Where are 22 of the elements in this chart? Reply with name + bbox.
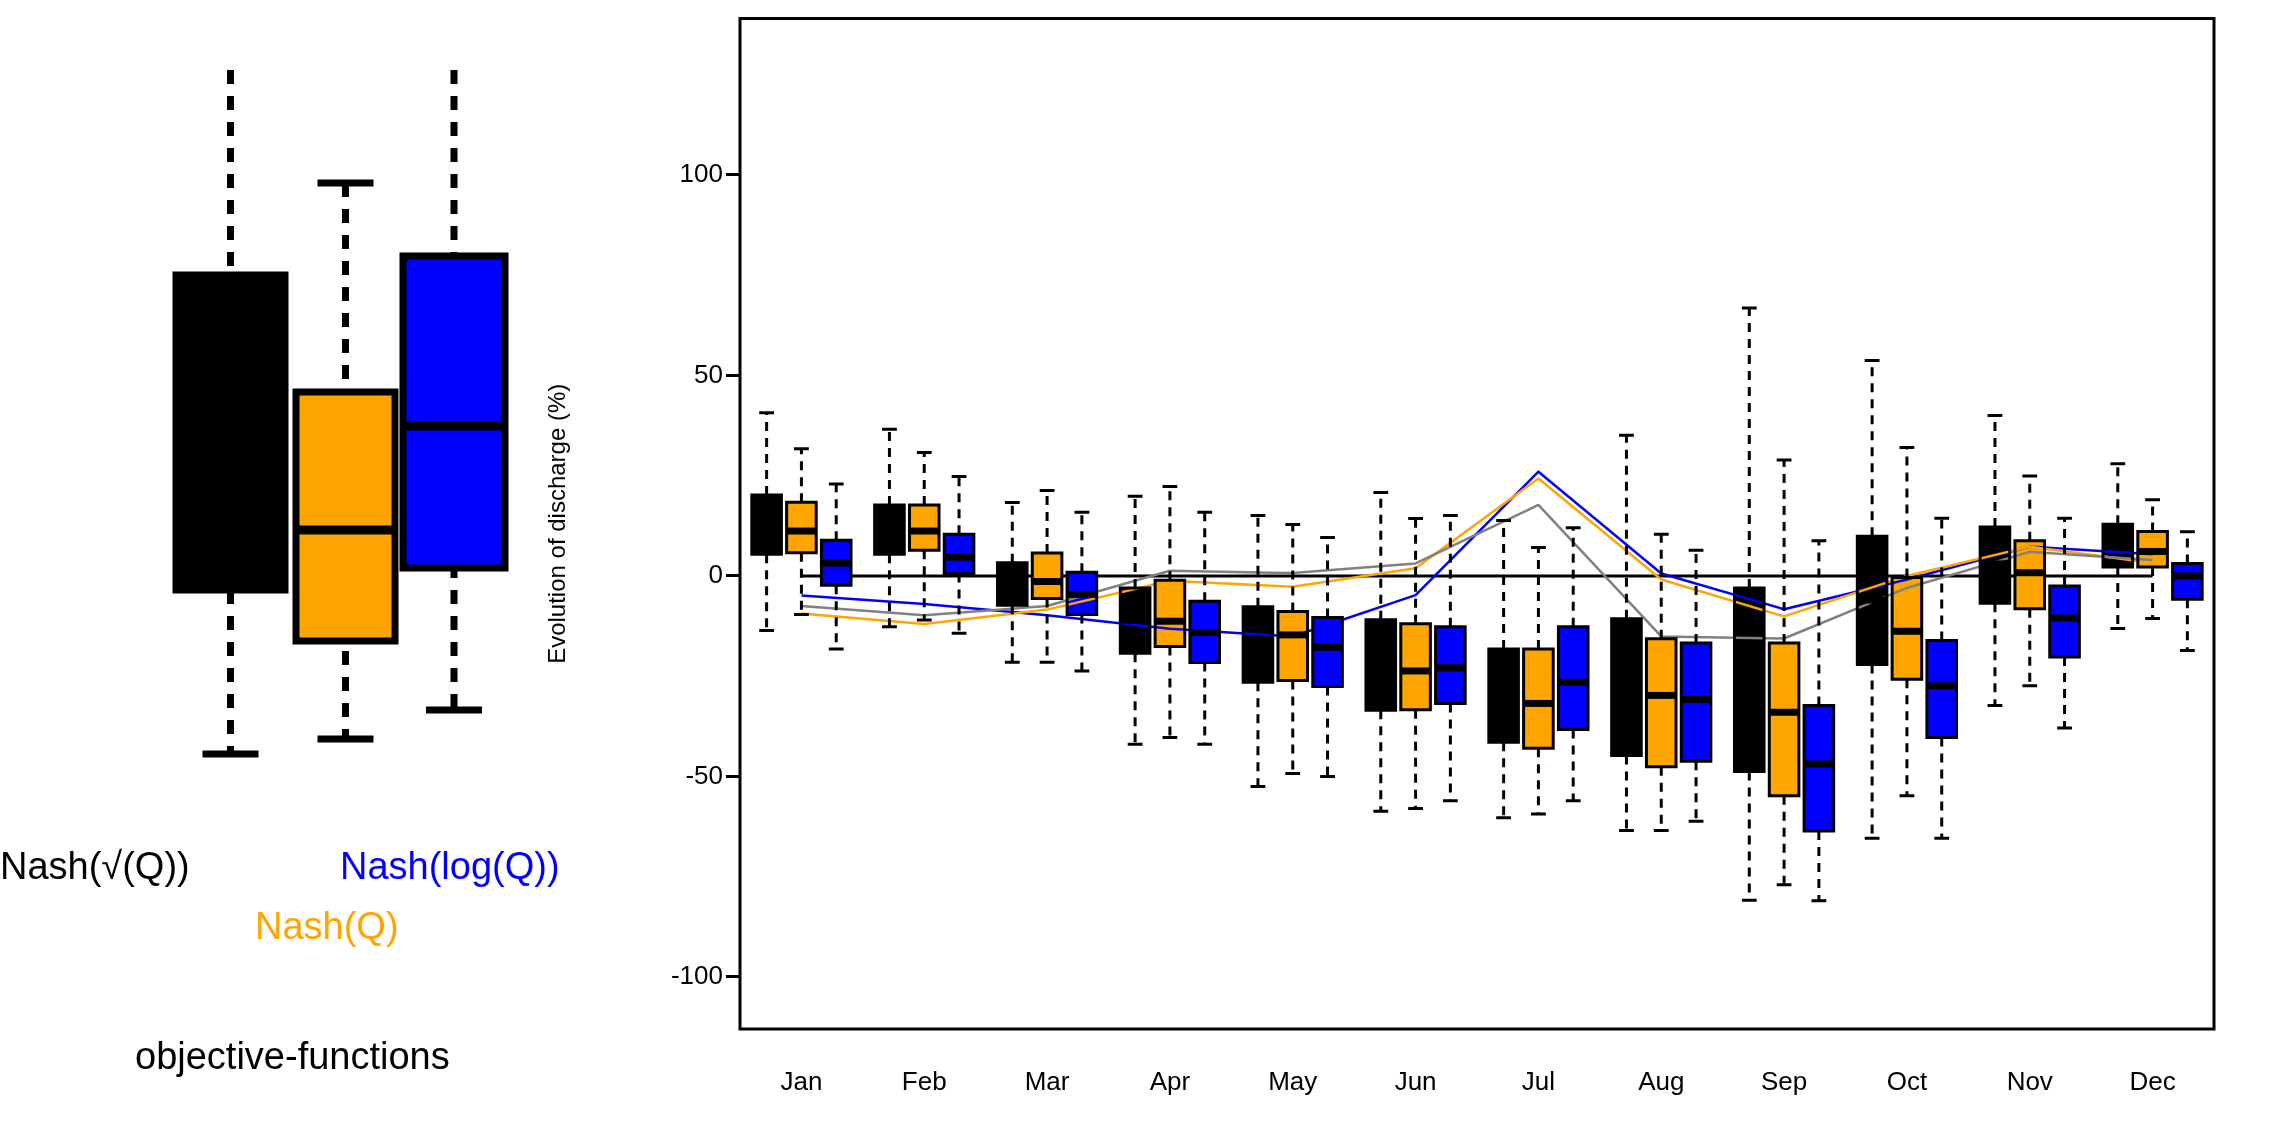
x-tick-label: May [1268, 1065, 1318, 1096]
x-tick-label: Nov [2006, 1065, 2053, 1096]
y-tick-label: -100 [670, 960, 723, 991]
x-tick-label: Apr [1149, 1065, 1191, 1096]
text: Nash(Q) [255, 905, 399, 948]
text: Nash(√(Q)) [0, 845, 190, 888]
x-tick-label: Aug [1638, 1065, 1685, 1096]
x-tick-label: Sep [1760, 1065, 1808, 1096]
y-tick-label: 50 [694, 358, 723, 389]
x-tick-label: Oct [1886, 1065, 1928, 1096]
y-tick-label: 0 [708, 559, 723, 590]
x-tick-label: Mar [1024, 1065, 1070, 1096]
legend-title: objective-functions [135, 1035, 450, 1078]
y-axis-title: Evolution of discharge (%) [543, 383, 571, 664]
text: Nash(log(Q)) [340, 845, 560, 888]
y-tick-label: -50 [685, 759, 723, 790]
y-tick-label: 100 [679, 158, 723, 189]
x-tick-label: Jul [1521, 1065, 1556, 1096]
x-tick-label: Feb [901, 1065, 947, 1096]
x-tick-label: Jun [1394, 1065, 1437, 1096]
x-tick-label: Jan [780, 1065, 823, 1096]
x-tick-label: Dec [2129, 1065, 2176, 1096]
